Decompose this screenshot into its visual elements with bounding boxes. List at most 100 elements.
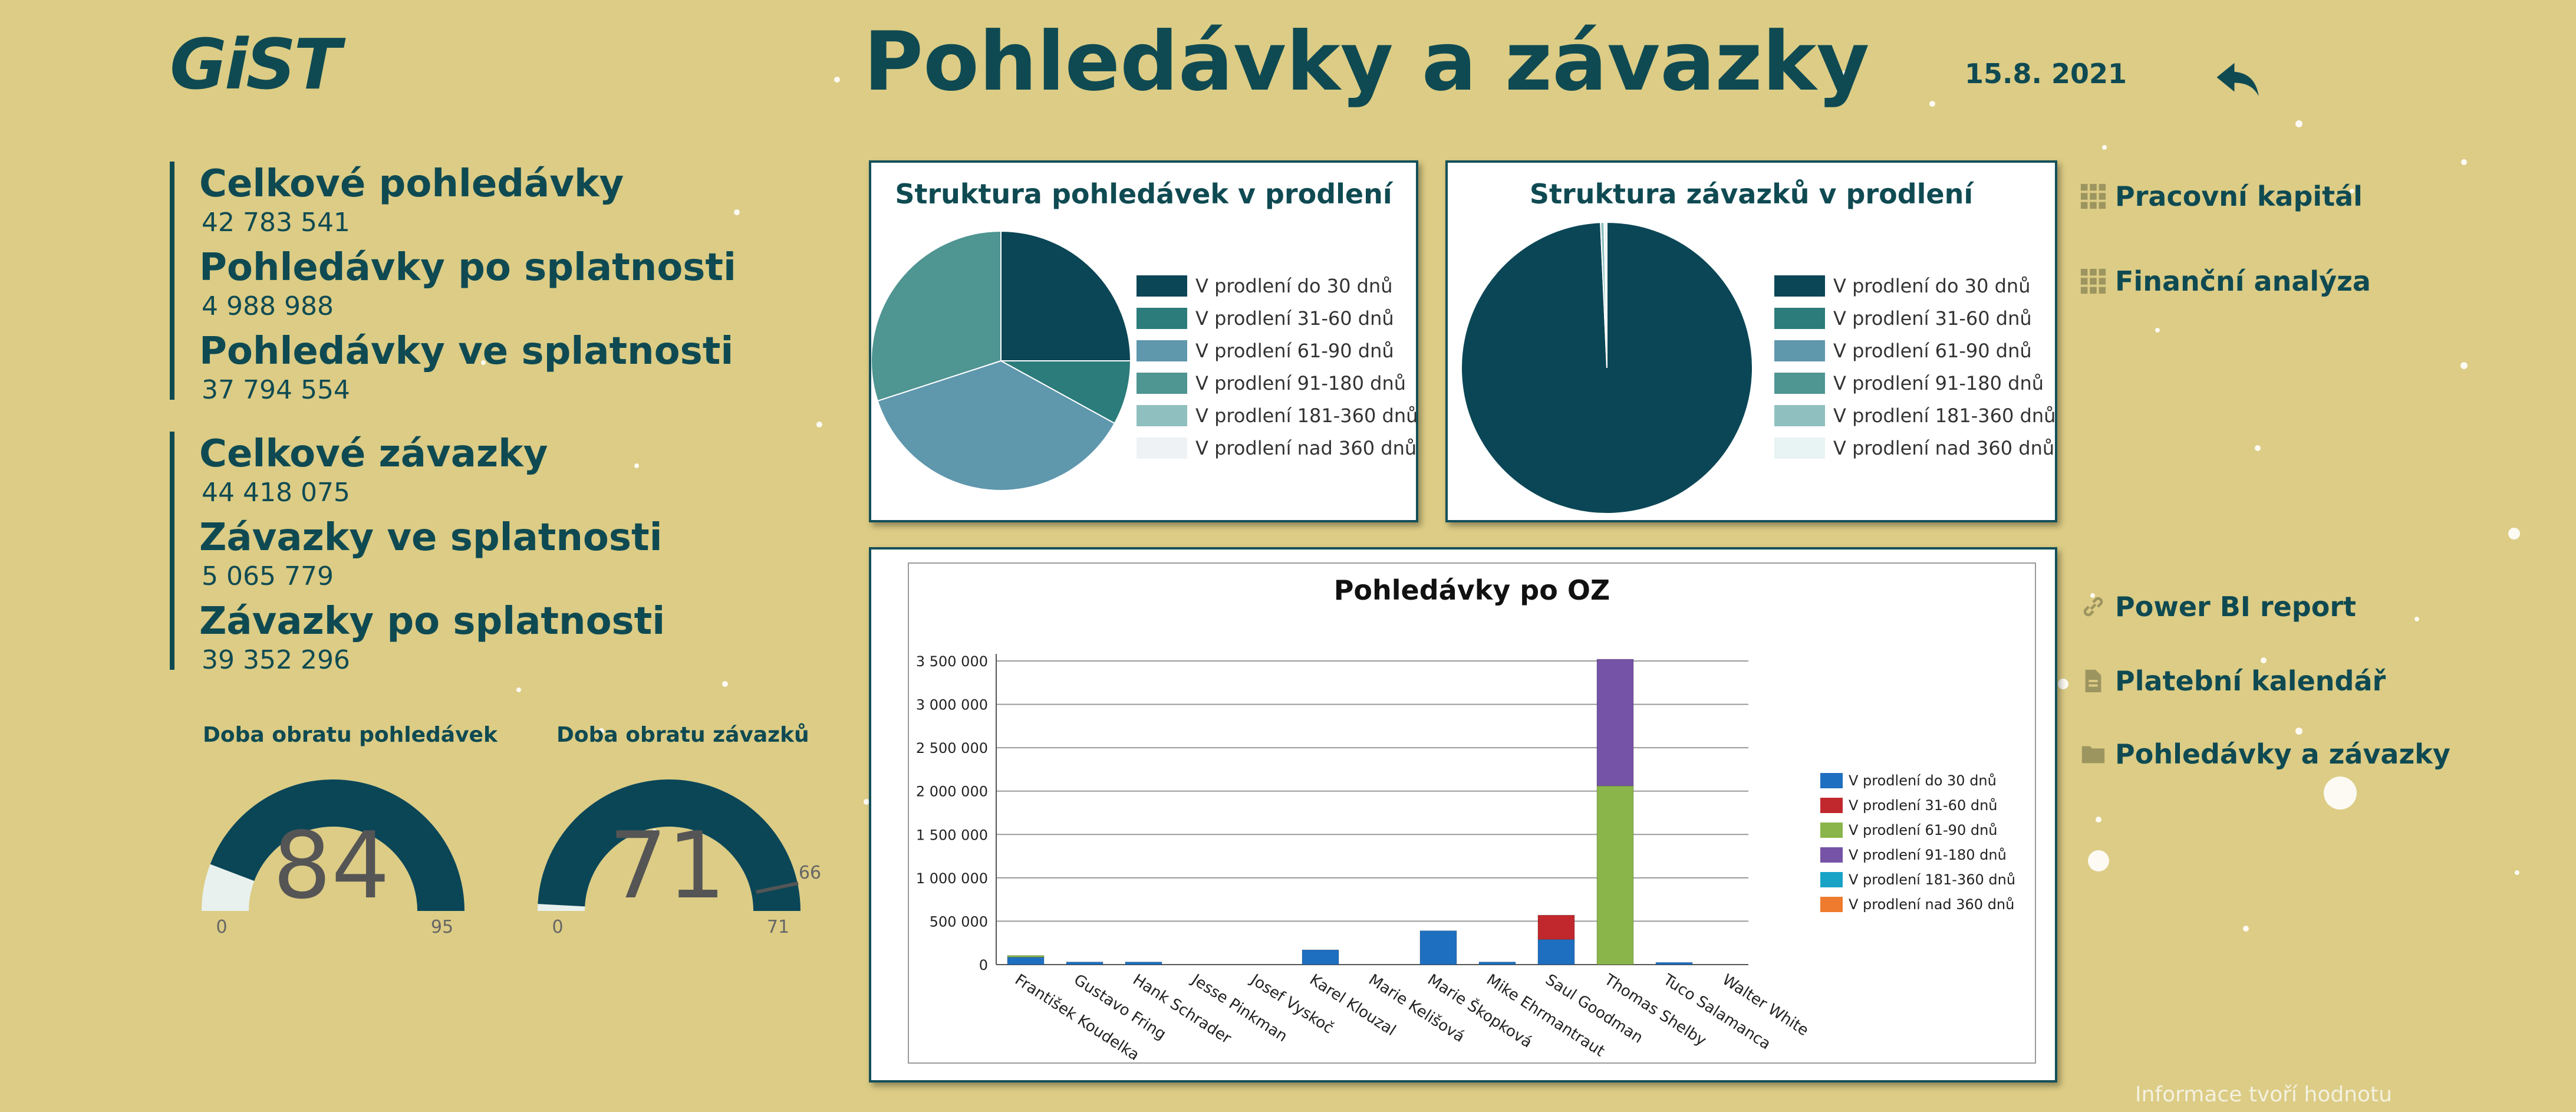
grid-icon (2080, 268, 2106, 294)
legend-label: V prodlení nad 360 dnů (1833, 437, 2055, 459)
y-tick-label: 0 (979, 957, 988, 973)
gauge-receivables-min: 0 (216, 917, 227, 937)
receivables-pie-title: Struktura pohledávek v prodlení (895, 178, 1392, 210)
legend-label: V prodlení 181-360 dnů (1849, 871, 2015, 888)
snowflake (2243, 926, 2249, 932)
nav-financial-analysis[interactable]: Finanční analýza (2080, 265, 2371, 297)
payables-kpi-group: Celkové závazky 44 418 075 Závazky ve sp… (170, 432, 730, 675)
legend-swatch (1774, 340, 1825, 361)
y-tick-label: 1 000 000 (916, 870, 988, 887)
gauge-receivables-fill (210, 779, 465, 911)
nav-power-bi-report-label: Power BI report (2115, 591, 2356, 623)
legend-item: V prodlení do 30 dnů (1774, 275, 2030, 297)
page-title: Pohledávky a závazky (864, 14, 1870, 109)
bar-segment (1007, 955, 1045, 958)
gauge-receivables-value: 84 (273, 812, 390, 919)
legend-swatch (1137, 308, 1187, 329)
footer-tagline: Informace tvoří hodnotu (2135, 1083, 2392, 1107)
kpi-total-payables-value: 44 418 075 (202, 478, 350, 508)
snowflake (734, 209, 740, 215)
receivables-kpi-group: Celkové pohledávky 42 783 541 Pohledávky… (170, 162, 736, 405)
legend-label: V prodlení nad 360 dnů (1195, 437, 1417, 459)
snowflake (2102, 145, 2107, 150)
back-arrow-icon[interactable] (2211, 52, 2267, 105)
legend-label: V prodlení 91-180 dnů (1849, 847, 2007, 863)
gauge-payables: 71 0 71 66 (538, 779, 821, 937)
bar-chart-title: Pohledávky po OZ (1333, 574, 1610, 606)
snowflake (2261, 657, 2267, 663)
bar-segment (1302, 949, 1339, 965)
gauge-payables-value: 71 (609, 812, 726, 919)
legend-swatch (1820, 897, 1843, 912)
y-tick-label: 3 500 000 (916, 653, 988, 670)
legend-swatch (1820, 847, 1843, 863)
kpi-overdue-payables-value: 39 352 296 (202, 645, 350, 675)
snowflake (864, 799, 869, 805)
bar-segment (1478, 962, 1516, 965)
nav-payment-calendar[interactable]: Platební kalendář (2080, 665, 2386, 697)
nav-working-capital-label: Pracovní kapitál (2115, 180, 2363, 212)
snowflake (516, 687, 521, 692)
snowflake (722, 681, 728, 687)
snowflake (2414, 617, 2419, 621)
x-tick-label: Tuco Salamanca (1659, 970, 1774, 1053)
x-tick-label: Jesse Pinkman (1188, 970, 1291, 1046)
receivables-pie-chart (871, 230, 1131, 491)
legend-item: V prodlení 91-180 dnů (1137, 372, 1406, 394)
gauge-payables-target-marker (756, 881, 799, 894)
x-tick-label: Hank Schrader (1129, 971, 1234, 1048)
legend-label: V prodlení 91-180 dnů (1195, 372, 1406, 394)
legend-label: V prodlení 181-360 dnů (1195, 404, 1418, 427)
legend-swatch (1137, 437, 1187, 459)
bar-segment (1125, 962, 1162, 965)
pie-slice (1000, 360, 1131, 425)
nav-payment-calendar-label: Platební kalendář (2115, 665, 2386, 697)
x-tick-label: Marie Kelišová (1365, 971, 1468, 1046)
legend-label: V prodlení 61-90 dnů (1849, 822, 1998, 838)
x-tick-label: Thomas Shelby (1600, 970, 1709, 1050)
legend-item: V prodlení do 30 dnů (1137, 275, 1392, 297)
bar-segment (1596, 785, 1634, 965)
legend-swatch (1774, 373, 1825, 394)
legend-swatch (1137, 373, 1187, 394)
legend-swatch (1137, 340, 1187, 361)
legend-item: V prodlení 31-60 dnů (1137, 307, 1394, 330)
bar-segment (1655, 962, 1693, 965)
snowflake (2324, 777, 2357, 810)
legend-swatch (1774, 437, 1825, 459)
snowflake (2088, 850, 2109, 871)
bar-segment (1537, 914, 1575, 940)
pie-slice (1000, 230, 1131, 361)
kpi-total-receivables-label: Celkové pohledávky (199, 162, 624, 206)
legend-item: V prodlení 91-180 dnů (1774, 372, 2044, 394)
kpi-total-payables-label: Celkové závazky (199, 432, 548, 476)
snowflake (1842, 71, 1849, 78)
snowflake (834, 77, 840, 83)
x-tick-label: Saul Goodman (1542, 971, 1646, 1047)
nav-receivables-payables-label: Pohledávky a závazky (2115, 738, 2450, 770)
gauge-payables-max: 71 (767, 917, 789, 937)
snowflake (816, 422, 822, 427)
legend-label: V prodlení 31-60 dnů (1849, 797, 1998, 814)
nav-receivables-payables[interactable]: Pohledávky a závazky (2080, 738, 2450, 770)
kpi-overdue-receivables-value: 4 988 988 (202, 291, 334, 321)
pie-slice (877, 360, 1116, 491)
legend-item: V prodlení nad 360 dnů (1137, 437, 1417, 459)
legend-swatch (1137, 275, 1187, 297)
kpi-current-receivables-label: Pohledávky ve splatnosti (199, 330, 734, 373)
snowflake (2350, 189, 2354, 193)
legend-label: V prodlení 61-90 dnů (1195, 340, 1394, 362)
gauge-receivables: 84 0 95 (202, 779, 465, 937)
nav-power-bi-report[interactable]: Power BI report (2080, 591, 2356, 623)
snowflake (2515, 870, 2519, 875)
nav-working-capital[interactable]: Pracovní kapitál (2080, 180, 2363, 212)
legend-label: V prodlení 181-360 dnů (1833, 404, 2056, 427)
bar-segment (1066, 962, 1103, 965)
bar-segment (1596, 659, 1634, 787)
snowflake (2295, 728, 2302, 735)
snowflake (2460, 362, 2468, 369)
legend-swatch (1820, 798, 1843, 813)
gauge-receivables-max: 95 (431, 917, 453, 937)
bar-chart: 0 500 000 1 000 000 1 500 000 2 000 000 2 500… (916, 653, 2015, 1062)
y-tick-label: 2 500 000 (916, 740, 988, 756)
